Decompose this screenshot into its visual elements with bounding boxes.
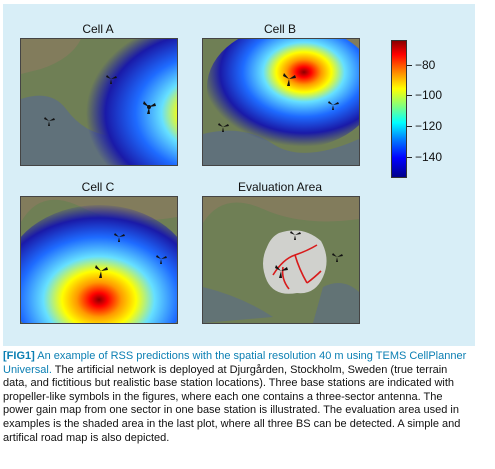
panel-title-cell-c: Cell C: [81, 180, 115, 194]
evaluation-area-map: [202, 196, 360, 324]
panel-title-cell-b: Cell B: [263, 22, 296, 36]
rss-map-cell-b: [202, 38, 360, 166]
figure-title: An example of RSS predictions with the s…: [3, 350, 467, 376]
colorbar-label: −80: [415, 58, 436, 72]
colorbar: [391, 40, 407, 178]
base-station-icon: [283, 73, 296, 86]
colorbar-tick: [407, 157, 412, 158]
base-station-icon: [143, 101, 156, 114]
panel-title-cell-a: Cell A: [82, 22, 114, 36]
figure-caption: [FIG1] An example of RSS predictions wit…: [3, 350, 473, 445]
base-station-icon: [95, 265, 108, 278]
colorbar-label: −100: [415, 88, 443, 102]
panel-title-evaluation-area: Evaluation Area: [237, 180, 323, 194]
figure-label: [FIG1]: [3, 350, 35, 362]
colorbar-tick: [407, 126, 412, 127]
figure-panel: Cell A Cell B Cell C Evaluation Area: [3, 4, 475, 346]
base-station-icon: [275, 265, 288, 278]
rss-map-cell-a: [20, 38, 178, 166]
colorbar-label: −120: [415, 119, 443, 133]
road-map: [272, 244, 322, 290]
colorbar-tick: [407, 95, 412, 96]
rss-map-cell-c: [20, 196, 178, 324]
colorbar-tick: [407, 65, 412, 66]
evaluation-area-shape: [263, 230, 327, 294]
colorbar-label: −140: [415, 150, 443, 164]
figure-caption-body: The artificial network is deployed at Dj…: [3, 363, 461, 444]
